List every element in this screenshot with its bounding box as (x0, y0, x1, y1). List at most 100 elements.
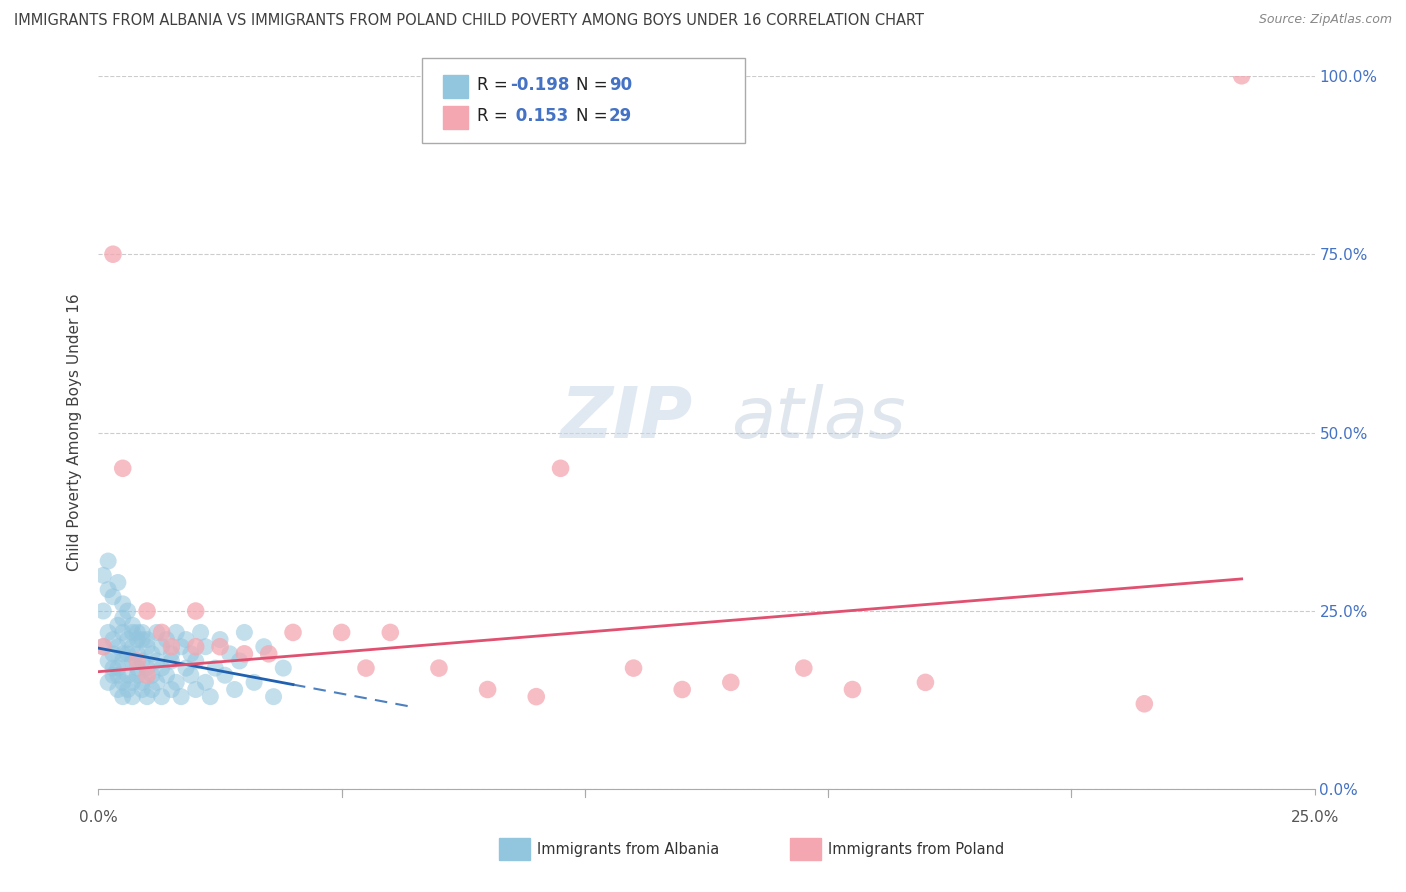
Point (141, 682, 163, 697)
Point (101, 668, 124, 682)
Point (107, 661, 129, 675)
Point (671, 682, 693, 697)
Point (136, 668, 159, 682)
Text: Immigrants from Albania: Immigrants from Albania (537, 842, 720, 856)
Text: atlas: atlas (731, 384, 905, 453)
Point (101, 647, 124, 661)
Point (127, 668, 149, 682)
Point (101, 661, 124, 675)
Point (136, 632, 159, 647)
Point (257, 647, 280, 661)
Text: R =: R = (477, 76, 513, 94)
Point (218, 647, 240, 661)
Point (228, 654, 250, 668)
Point (155, 632, 177, 647)
Point (107, 575, 129, 590)
Point (121, 618, 143, 632)
Point (146, 625, 169, 640)
Point (131, 625, 153, 640)
Point (914, 675, 936, 690)
Point (281, 625, 304, 640)
Point (97, 554, 120, 568)
Text: 0.153: 0.153 (510, 107, 568, 125)
Point (111, 625, 134, 640)
Point (97, 675, 120, 690)
Point (170, 690, 193, 704)
Point (194, 640, 217, 654)
Text: -0.198: -0.198 (510, 76, 569, 94)
Text: N =: N = (576, 107, 613, 125)
Point (170, 640, 193, 654)
Point (209, 640, 232, 654)
Point (1230, 69, 1253, 83)
Point (107, 682, 129, 697)
Text: 25.0%: 25.0% (1291, 810, 1339, 825)
Point (107, 668, 129, 682)
Point (97, 625, 120, 640)
Point (165, 675, 187, 690)
Point (623, 661, 645, 675)
Point (150, 690, 173, 704)
Point (174, 661, 197, 675)
Point (150, 625, 173, 640)
Point (184, 604, 207, 618)
Point (127, 625, 149, 640)
Point (165, 625, 187, 640)
Point (136, 661, 159, 675)
Point (91, 640, 114, 654)
Text: 90: 90 (609, 76, 631, 94)
Point (200, 690, 222, 704)
Point (107, 640, 129, 654)
Text: N =: N = (576, 76, 613, 94)
Point (141, 647, 163, 661)
Point (354, 661, 377, 675)
Point (111, 675, 134, 690)
Point (190, 625, 212, 640)
Text: 29: 29 (609, 107, 633, 125)
Point (91, 604, 114, 618)
Point (121, 654, 143, 668)
Point (131, 682, 153, 697)
Point (97, 582, 120, 597)
Point (97, 654, 120, 668)
Point (550, 461, 572, 475)
Point (180, 668, 202, 682)
Point (841, 682, 863, 697)
Point (127, 632, 149, 647)
Point (117, 682, 139, 697)
Point (427, 661, 450, 675)
Point (136, 604, 159, 618)
Point (117, 604, 139, 618)
Point (111, 654, 134, 668)
Y-axis label: Child Poverty Among Boys Under 16: Child Poverty Among Boys Under 16 (67, 293, 83, 572)
Point (524, 690, 547, 704)
Point (101, 247, 124, 261)
Point (146, 675, 169, 690)
Point (233, 647, 256, 661)
Point (117, 632, 139, 647)
Point (209, 632, 232, 647)
Point (155, 668, 177, 682)
Point (111, 461, 134, 475)
Point (111, 611, 134, 625)
Text: Immigrants from Poland: Immigrants from Poland (828, 842, 1004, 856)
Text: 0.0%: 0.0% (79, 810, 118, 825)
Point (793, 661, 815, 675)
Point (136, 640, 159, 654)
Point (477, 682, 499, 697)
Point (136, 690, 159, 704)
Point (150, 661, 173, 675)
Point (194, 675, 217, 690)
Point (160, 654, 183, 668)
Point (720, 675, 742, 690)
Text: ZIP: ZIP (561, 384, 693, 453)
Point (111, 690, 134, 704)
Point (243, 675, 266, 690)
Point (127, 654, 149, 668)
Point (1133, 697, 1156, 711)
Point (111, 647, 134, 661)
Point (214, 668, 236, 682)
Point (107, 618, 129, 632)
Point (111, 597, 134, 611)
Point (121, 675, 143, 690)
